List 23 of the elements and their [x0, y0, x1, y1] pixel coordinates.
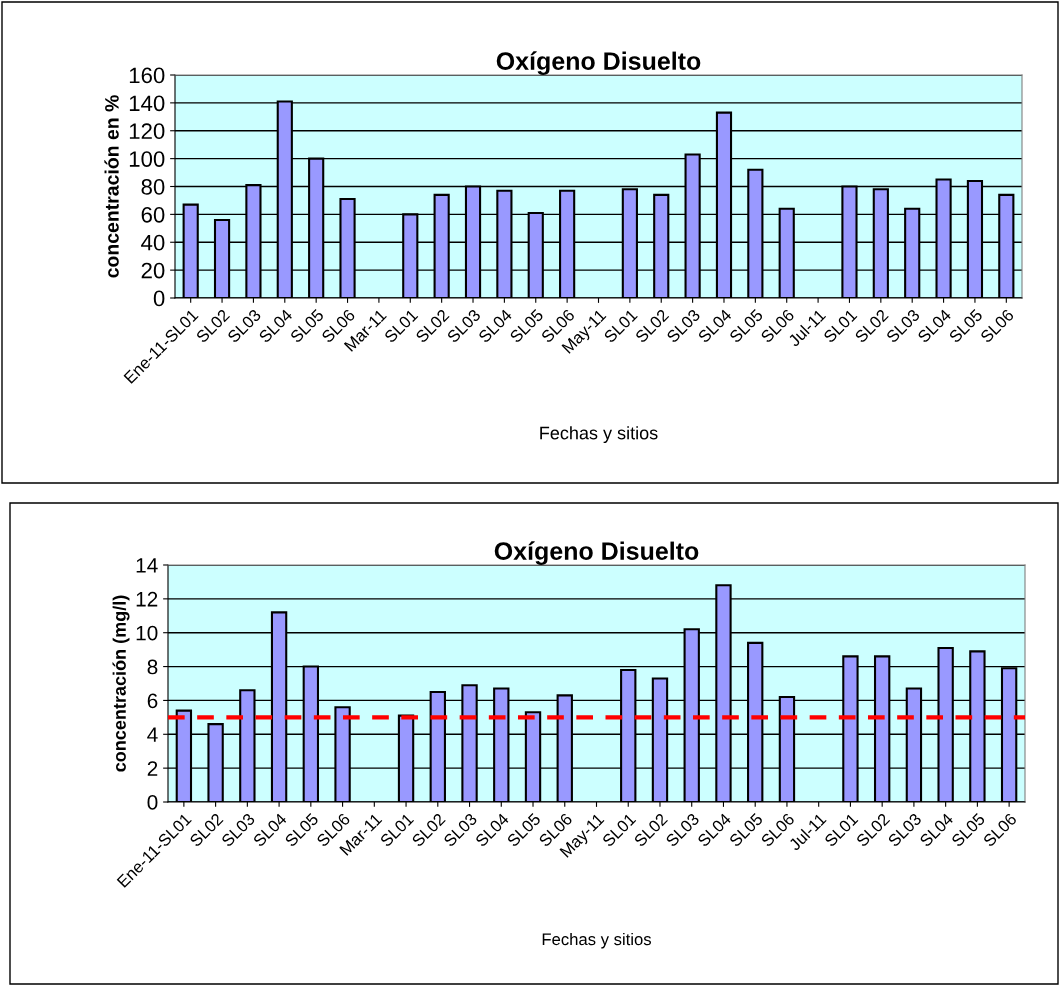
y-tick-label: 4 [147, 727, 158, 742]
chart-title: Oxígeno Disuelto [494, 541, 699, 565]
y-tick-label: 0 [147, 795, 158, 810]
y-tick-label: 14 [136, 558, 158, 573]
y-axis-title: concentración en % [104, 95, 119, 278]
y-tick-label: 20 [141, 262, 165, 279]
y-tick-label: 0 [153, 290, 165, 307]
y-tick-label: 12 [136, 591, 158, 607]
y-tick-label: 6 [147, 693, 158, 709]
x-axis-title: Fechas y sitios [540, 426, 658, 443]
y-tick-label: 60 [141, 206, 165, 223]
y-axis-title: concentración (mg/l) [112, 595, 130, 772]
chart-title: Oxígeno Disuelto [496, 51, 701, 75]
y-tick-label: 100 [129, 151, 165, 167]
y-tick-label: 160 [129, 67, 165, 84]
y-tick-label: 2 [147, 761, 158, 776]
y-tick-label: 10 [136, 625, 158, 641]
y-tick-label: 80 [141, 179, 165, 195]
x-axis-title: Fechas y sitios [542, 932, 652, 949]
y-tick-label: 40 [141, 234, 165, 251]
y-tick-label: 8 [147, 659, 158, 675]
y-tick-label: 140 [129, 95, 165, 112]
y-tick-label: 120 [129, 123, 165, 140]
